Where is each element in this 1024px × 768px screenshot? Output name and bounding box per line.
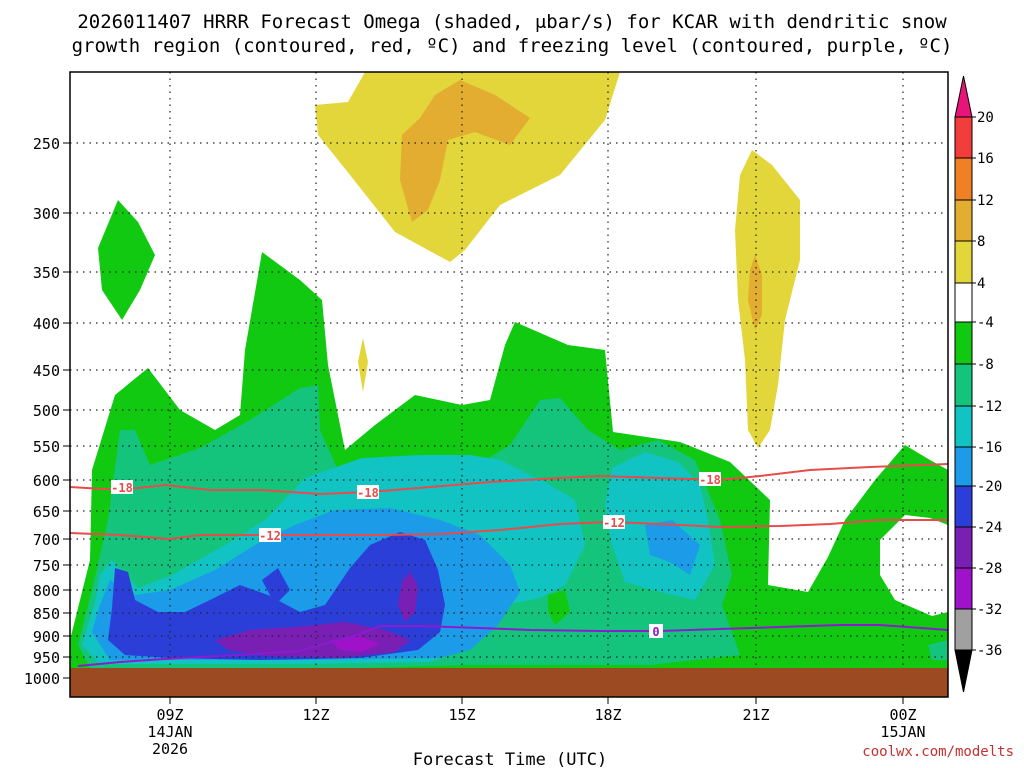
contour-label-bg xyxy=(603,515,625,529)
y-tick-label: 650 xyxy=(33,503,60,521)
contour-line-dendritic-bottom xyxy=(69,519,948,541)
y-tick-label: 800 xyxy=(33,582,60,600)
y-tick-label: 1000 xyxy=(24,670,60,688)
contour-label-dendritic-top-1: -18 xyxy=(111,481,133,495)
omega-fill-neg-4-c xyxy=(548,590,570,625)
colorbar-swatch xyxy=(954,321,973,365)
x-tick-date: 15JAN xyxy=(880,723,925,741)
y-tick-label: 250 xyxy=(33,135,60,153)
omega-fill-positive-4-b xyxy=(735,150,800,448)
colorbar-label: -24 xyxy=(977,520,1002,536)
contour-line-freezing-level xyxy=(77,624,949,667)
colorbar-label: -12 xyxy=(977,399,1002,415)
omega-fill-positive-4 xyxy=(315,72,620,262)
x-tick-label: 12Z xyxy=(302,706,329,724)
omega-fill-zero-hole xyxy=(880,515,948,616)
y-tick-label: 850 xyxy=(33,605,60,623)
omega-fill-neg-24-b xyxy=(398,572,418,622)
colorbar-swatch xyxy=(954,116,973,159)
contour-lines: -18 -18 -18 -12 -12 0 xyxy=(69,463,949,667)
colorbar-top-arrow xyxy=(954,75,973,118)
contour-label-bg xyxy=(649,624,663,638)
colorbar-swatch xyxy=(954,526,973,569)
colorbar-label: 16 xyxy=(977,151,994,167)
contour-label-dendritic-bottom-2: -12 xyxy=(603,516,625,530)
colorbar-swatch xyxy=(954,446,973,487)
y-tick-label: 400 xyxy=(33,315,60,333)
ground-terrain xyxy=(70,668,948,697)
y-axis: 250 300 350 400 450 500 550 600 650 700 750 800 850 9… xyxy=(24,135,70,688)
colorbar-label: -4 xyxy=(977,315,994,331)
omega-fill-neg-20-b xyxy=(262,568,290,605)
omega-shading xyxy=(70,72,948,668)
contour-label-bg xyxy=(259,528,281,542)
colorbar-bottom-arrow xyxy=(954,649,973,693)
omega-fill-neg-28 xyxy=(330,636,380,652)
colorbar-swatch xyxy=(954,240,973,284)
colorbar-label: 4 xyxy=(977,276,985,292)
y-tick-label: 350 xyxy=(33,264,60,282)
contour-label-bg xyxy=(111,480,133,494)
chart-title-line-2: growth region (contoured, red, ºC) and f… xyxy=(72,35,953,57)
colorbar-swatch xyxy=(954,363,973,407)
colorbar-label: -36 xyxy=(977,643,1002,659)
x-axis-label: Forecast Time (UTC) xyxy=(413,750,607,768)
contour-label-dendritic-bottom-1: -12 xyxy=(259,529,281,543)
omega-fill-neg-8-b xyxy=(928,640,948,660)
colorbar-label: 8 xyxy=(977,234,985,250)
colorbar-label: -28 xyxy=(977,561,1002,577)
omega-fill-positive-4-c xyxy=(358,338,368,392)
colorbar-swatch xyxy=(954,157,973,201)
credit-link[interactable]: coolwx.com/modelts xyxy=(862,744,1014,760)
colorbar-swatch xyxy=(954,405,973,448)
chart-title-line-1: 2026011407 HRRR Forecast Omega (shaded, … xyxy=(77,11,947,33)
contour-label-bg xyxy=(699,472,721,486)
colorbar-label: -20 xyxy=(977,479,1002,495)
y-tick-label: 950 xyxy=(33,649,60,667)
omega-fill-neg-4-b xyxy=(98,200,155,320)
x-tick-label: 00Z xyxy=(889,706,916,724)
omega-fill-positive-8-b xyxy=(748,255,762,330)
x-tick-label: 18Z xyxy=(594,706,621,724)
colorbar-swatch xyxy=(954,567,973,610)
contour-label-bg xyxy=(357,485,379,499)
y-tick-label: 300 xyxy=(33,205,60,223)
plot-area: -18 -18 -18 -12 -12 0 xyxy=(69,71,949,698)
colorbar-swatch xyxy=(954,282,973,323)
y-tick-label: 450 xyxy=(33,362,60,380)
contour-line-dendritic-top xyxy=(69,463,949,496)
contour-label-dendritic-top-2: -18 xyxy=(357,486,379,500)
y-tick-label: 500 xyxy=(33,402,60,420)
x-tick-date: 14JAN xyxy=(147,723,192,741)
y-tick-label: 550 xyxy=(33,438,60,456)
x-tick-label: 09Z xyxy=(156,706,183,724)
colorbar-swatch xyxy=(954,608,973,651)
contour-label-dendritic-top-3: -18 xyxy=(699,473,721,487)
x-tick-label: 15Z xyxy=(448,706,475,724)
colorbar-label: 20 xyxy=(977,110,994,126)
y-tick-label: 750 xyxy=(33,557,60,575)
x-tick-label: 21Z xyxy=(742,706,769,724)
colorbar-label: -16 xyxy=(977,440,1002,456)
y-tick-label: 900 xyxy=(33,628,60,646)
omega-fill-positive-8 xyxy=(400,80,530,222)
contour-label-freezing-level: 0 xyxy=(652,625,659,639)
colorbar-swatch xyxy=(954,485,973,528)
colorbar-label: 12 xyxy=(977,193,994,209)
colorbar: 20 16 12 8 4 -4 -8 -12 -16 -20 -24 -28 -32 -36 xyxy=(954,75,1002,693)
plot-frame xyxy=(69,71,949,698)
omega-fill-neg-16-b xyxy=(645,520,700,575)
colorbar-label: -8 xyxy=(977,357,994,373)
colorbar-swatch xyxy=(954,199,973,242)
y-tick-label: 700 xyxy=(33,531,60,549)
y-tick-label: 600 xyxy=(33,472,60,490)
colorbar-label: -32 xyxy=(977,602,1002,618)
x-tick-year: 2026 xyxy=(152,740,188,758)
